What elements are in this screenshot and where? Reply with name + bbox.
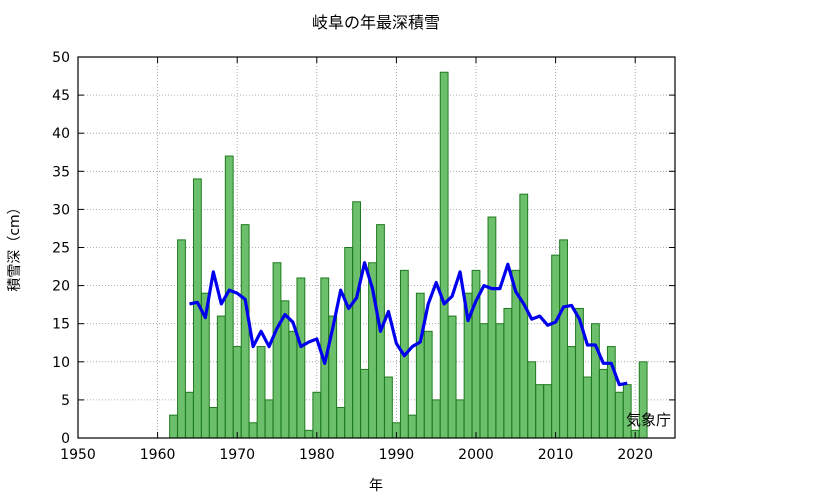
bar-1993 [415,292,425,439]
x-tick-label: 2020 [617,447,653,463]
bar-2017 [606,346,616,439]
x-tick-label: 1980 [299,447,335,463]
bar-1992 [407,414,417,439]
y-tick-label: 35 [52,164,70,180]
y-axis-label: 積雪深（cm） [7,200,23,291]
bar-2003 [495,323,505,439]
bar-1998 [455,399,465,439]
bar-1977 [288,330,298,439]
bar-1963 [177,239,186,439]
y-tick-label: 10 [52,355,70,371]
y-tick-label: 20 [52,279,70,295]
y-tick-label: 25 [52,241,70,257]
bar-2016 [598,368,608,439]
bar-1962 [169,414,178,439]
x-tick-label: 2010 [538,447,574,463]
bar-1972 [248,422,258,439]
x-tick-label: 1990 [379,447,415,463]
bar-1985 [352,201,362,439]
bar-1970 [232,346,242,439]
y-tick-label: 45 [52,88,70,104]
chart-title: 岐阜の年最深積雪 [312,13,440,32]
bar-1979 [304,429,314,439]
bar-1996 [439,71,449,439]
y-tick-label: 5 [61,393,70,409]
bar-1986 [360,368,369,439]
x-tick-label: 2000 [458,447,494,463]
bar-1994 [423,330,433,439]
y-tick-label: 40 [52,126,70,142]
bar-1971 [240,224,250,439]
bar-1980 [312,391,322,439]
bar-2009 [543,384,553,439]
bar-2008 [535,384,545,439]
moving-average-series [189,261,628,387]
bar-1974 [264,399,274,439]
bar-2011 [559,239,568,439]
bar-1968 [216,315,226,439]
bar-2007 [527,361,537,439]
bar-2012 [567,346,576,439]
bar-1967 [208,407,218,439]
source-credit: 気象庁 [626,411,671,429]
bar-series [169,71,648,439]
moving-average-line [189,261,628,387]
bar-2004 [503,307,513,439]
bar-1973 [256,346,266,439]
x-axis-ticks: 1950 1960 1970 1980 1990 2000 2010 2020 [60,57,653,463]
bar-2006 [519,193,529,439]
bar-2001 [479,323,489,439]
bar-1984 [344,247,354,439]
bar-1964 [185,391,194,439]
x-tick-label: 1970 [219,447,255,463]
x-tick-label: 1950 [60,447,96,463]
y-tick-label: 0 [61,431,70,447]
bar-1983 [336,407,346,439]
y-axis-ticks: 0 5 10 15 20 25 30 35 40 45 50 [52,50,675,447]
bar-2018 [614,391,624,439]
x-axis-label: 年 [369,478,383,494]
bar-1978 [296,277,306,439]
bar-1989 [384,376,393,439]
bar-1997 [447,315,457,439]
bar-2002 [487,216,497,439]
y-tick-label: 50 [52,50,70,66]
bar-2015 [590,323,600,439]
bar-1975 [272,262,282,439]
y-tick-label: 30 [52,202,70,218]
bar-2014 [583,376,592,439]
bar-1995 [431,399,441,439]
x-tick-label: 1960 [140,447,176,463]
y-tick-label: 15 [52,317,70,333]
bar-2010 [551,254,561,439]
